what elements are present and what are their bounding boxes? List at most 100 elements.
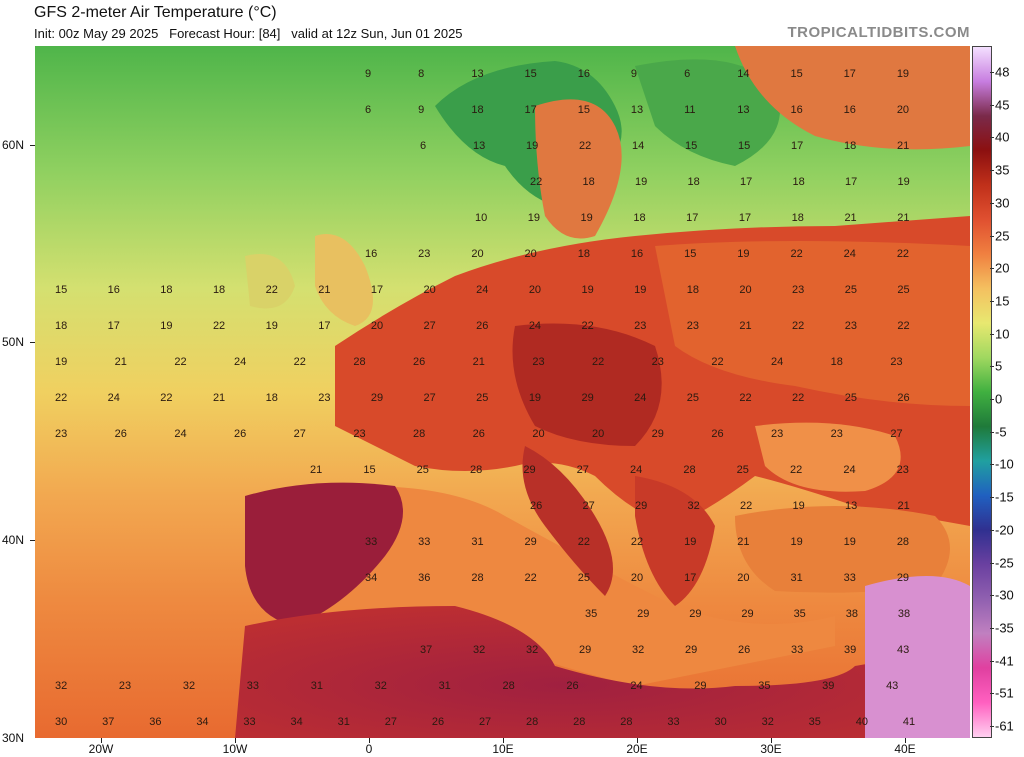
colorbar-label: -51 xyxy=(995,685,1014,701)
colorbar-label: 0 xyxy=(995,391,1003,407)
colorbar-tick xyxy=(990,170,994,172)
temperature-value: 18 xyxy=(830,356,843,368)
temperature-value: 26 xyxy=(566,680,579,692)
temperature-value: 31 xyxy=(790,572,803,584)
temperature-value: 19 xyxy=(790,536,803,548)
temperature-value: 22 xyxy=(212,320,226,332)
temperature-value: 34 xyxy=(196,716,209,728)
temperature-value: 28 xyxy=(683,464,696,476)
temperature-value: 17 xyxy=(791,140,804,152)
colorbar-label: 40 xyxy=(995,129,1010,145)
temperature-value: 18 xyxy=(160,284,173,296)
temperature-value: 40 xyxy=(855,716,869,728)
temperature-value: 21 xyxy=(114,356,127,368)
colorbar-label: 35 xyxy=(995,162,1010,178)
colorbar-tick xyxy=(990,464,994,466)
temperature-value: 30 xyxy=(714,716,727,728)
temperature-value: 22 xyxy=(524,572,537,584)
temperature-value: 22 xyxy=(577,536,590,548)
temperature-value: 22 xyxy=(739,392,752,404)
colorbar-tick xyxy=(990,693,994,695)
colorbar-tick xyxy=(990,660,994,662)
temperature-value: 23 xyxy=(55,428,68,440)
lon-label-20w: 20W xyxy=(88,742,114,756)
temperature-value: 39 xyxy=(844,644,857,656)
temperature-value: 27 xyxy=(890,428,903,440)
temperature-value: 24 xyxy=(843,248,856,260)
temperature-value: 13 xyxy=(630,104,644,116)
temperature-value: 23 xyxy=(844,320,857,332)
colorbar-tick xyxy=(990,137,994,139)
colorbar-label: -25 xyxy=(995,555,1014,570)
colorbar-tick xyxy=(990,235,994,237)
temperature-value: 28 xyxy=(896,536,910,548)
temperature-value: 32 xyxy=(374,680,387,692)
temperature-value: 19 xyxy=(737,248,750,260)
temperature-value: 19 xyxy=(581,284,594,296)
temperature-value: 29 xyxy=(370,392,384,404)
temperature-value: 17 xyxy=(107,320,120,332)
temperature-value: 43 xyxy=(897,644,910,656)
temperature-value: 26 xyxy=(897,392,910,404)
temperature-value: 17 xyxy=(686,212,699,224)
colorbar-tick xyxy=(990,366,994,368)
temperature-value: 31 xyxy=(337,716,350,728)
temperature-value: 19 xyxy=(55,356,68,368)
temperature-value: 25 xyxy=(686,392,699,404)
colorbar-tick xyxy=(990,627,994,629)
temperature-value: 21 xyxy=(737,536,750,548)
temperature-value: 19 xyxy=(528,392,542,404)
temperature-value: 24 xyxy=(528,320,542,332)
temperature-value: 33 xyxy=(843,572,856,584)
temperature-value: 21 xyxy=(472,356,485,368)
temperature-value: 35 xyxy=(758,680,771,692)
great-britain-land xyxy=(315,234,373,326)
temperature-value: 19 xyxy=(265,320,278,332)
temperature-value: 13 xyxy=(737,104,750,116)
temperature-value: 11 xyxy=(684,104,696,116)
temperature-value: 34 xyxy=(290,716,303,728)
temperature-value: 27 xyxy=(478,716,492,728)
temperature-value: 18 xyxy=(265,392,278,404)
temperature-value: 41 xyxy=(902,716,916,728)
temperature-value: 25 xyxy=(844,392,857,404)
north-africa-land xyxy=(235,606,970,738)
temperature-value: 8 xyxy=(418,68,425,80)
temperature-value: 29 xyxy=(689,608,702,620)
temperature-value: 22 xyxy=(592,356,605,368)
temperature-value: 22 xyxy=(265,284,278,296)
temperature-value: 27 xyxy=(576,464,589,476)
temperature-value: 25 xyxy=(476,392,489,404)
temperature-value: 28 xyxy=(353,356,366,368)
temperature-value: 16 xyxy=(577,68,590,80)
temperature-value: 33 xyxy=(365,536,378,548)
temperature-value: 26 xyxy=(711,428,724,440)
temperature-value: 22 xyxy=(160,392,173,404)
colorbar-tick xyxy=(990,529,994,531)
colorbar-label: -30 xyxy=(995,587,1014,603)
temperature-value: 22 xyxy=(530,176,543,188)
italy-land xyxy=(522,446,613,596)
temperature-value: 29 xyxy=(581,392,594,404)
ireland-land xyxy=(245,254,295,309)
temperature-value: 20 xyxy=(423,284,436,296)
temperature-value: 18 xyxy=(55,320,68,332)
lon-label-20e: 20E xyxy=(626,742,648,756)
temperature-value: 38 xyxy=(845,608,858,620)
temperature-value: 23 xyxy=(118,680,132,692)
temperature-value: 19 xyxy=(160,320,173,332)
temperature-value: 10 xyxy=(475,212,488,224)
temperature-value: 27 xyxy=(582,500,595,512)
temperature-value: 25 xyxy=(897,284,910,296)
temperature-map: 9 8 13 15 16 9 6 14 15 17 19 6 9 18 17 15 13 11 13 16 16 20 6 1… xyxy=(35,46,970,738)
lat-tick xyxy=(30,540,35,541)
temperature-value: 20 xyxy=(471,248,484,260)
temperature-value: 22 xyxy=(581,320,594,332)
lat-label-40n: 40N xyxy=(2,533,25,547)
temperature-value: 31 xyxy=(471,536,484,548)
temperature-value: 19 xyxy=(684,536,697,548)
temperature-value: 26 xyxy=(431,716,445,728)
temperature-colorbar xyxy=(972,46,992,738)
temperature-value: 21 xyxy=(212,392,226,404)
temperature-value: 22 xyxy=(792,392,805,404)
